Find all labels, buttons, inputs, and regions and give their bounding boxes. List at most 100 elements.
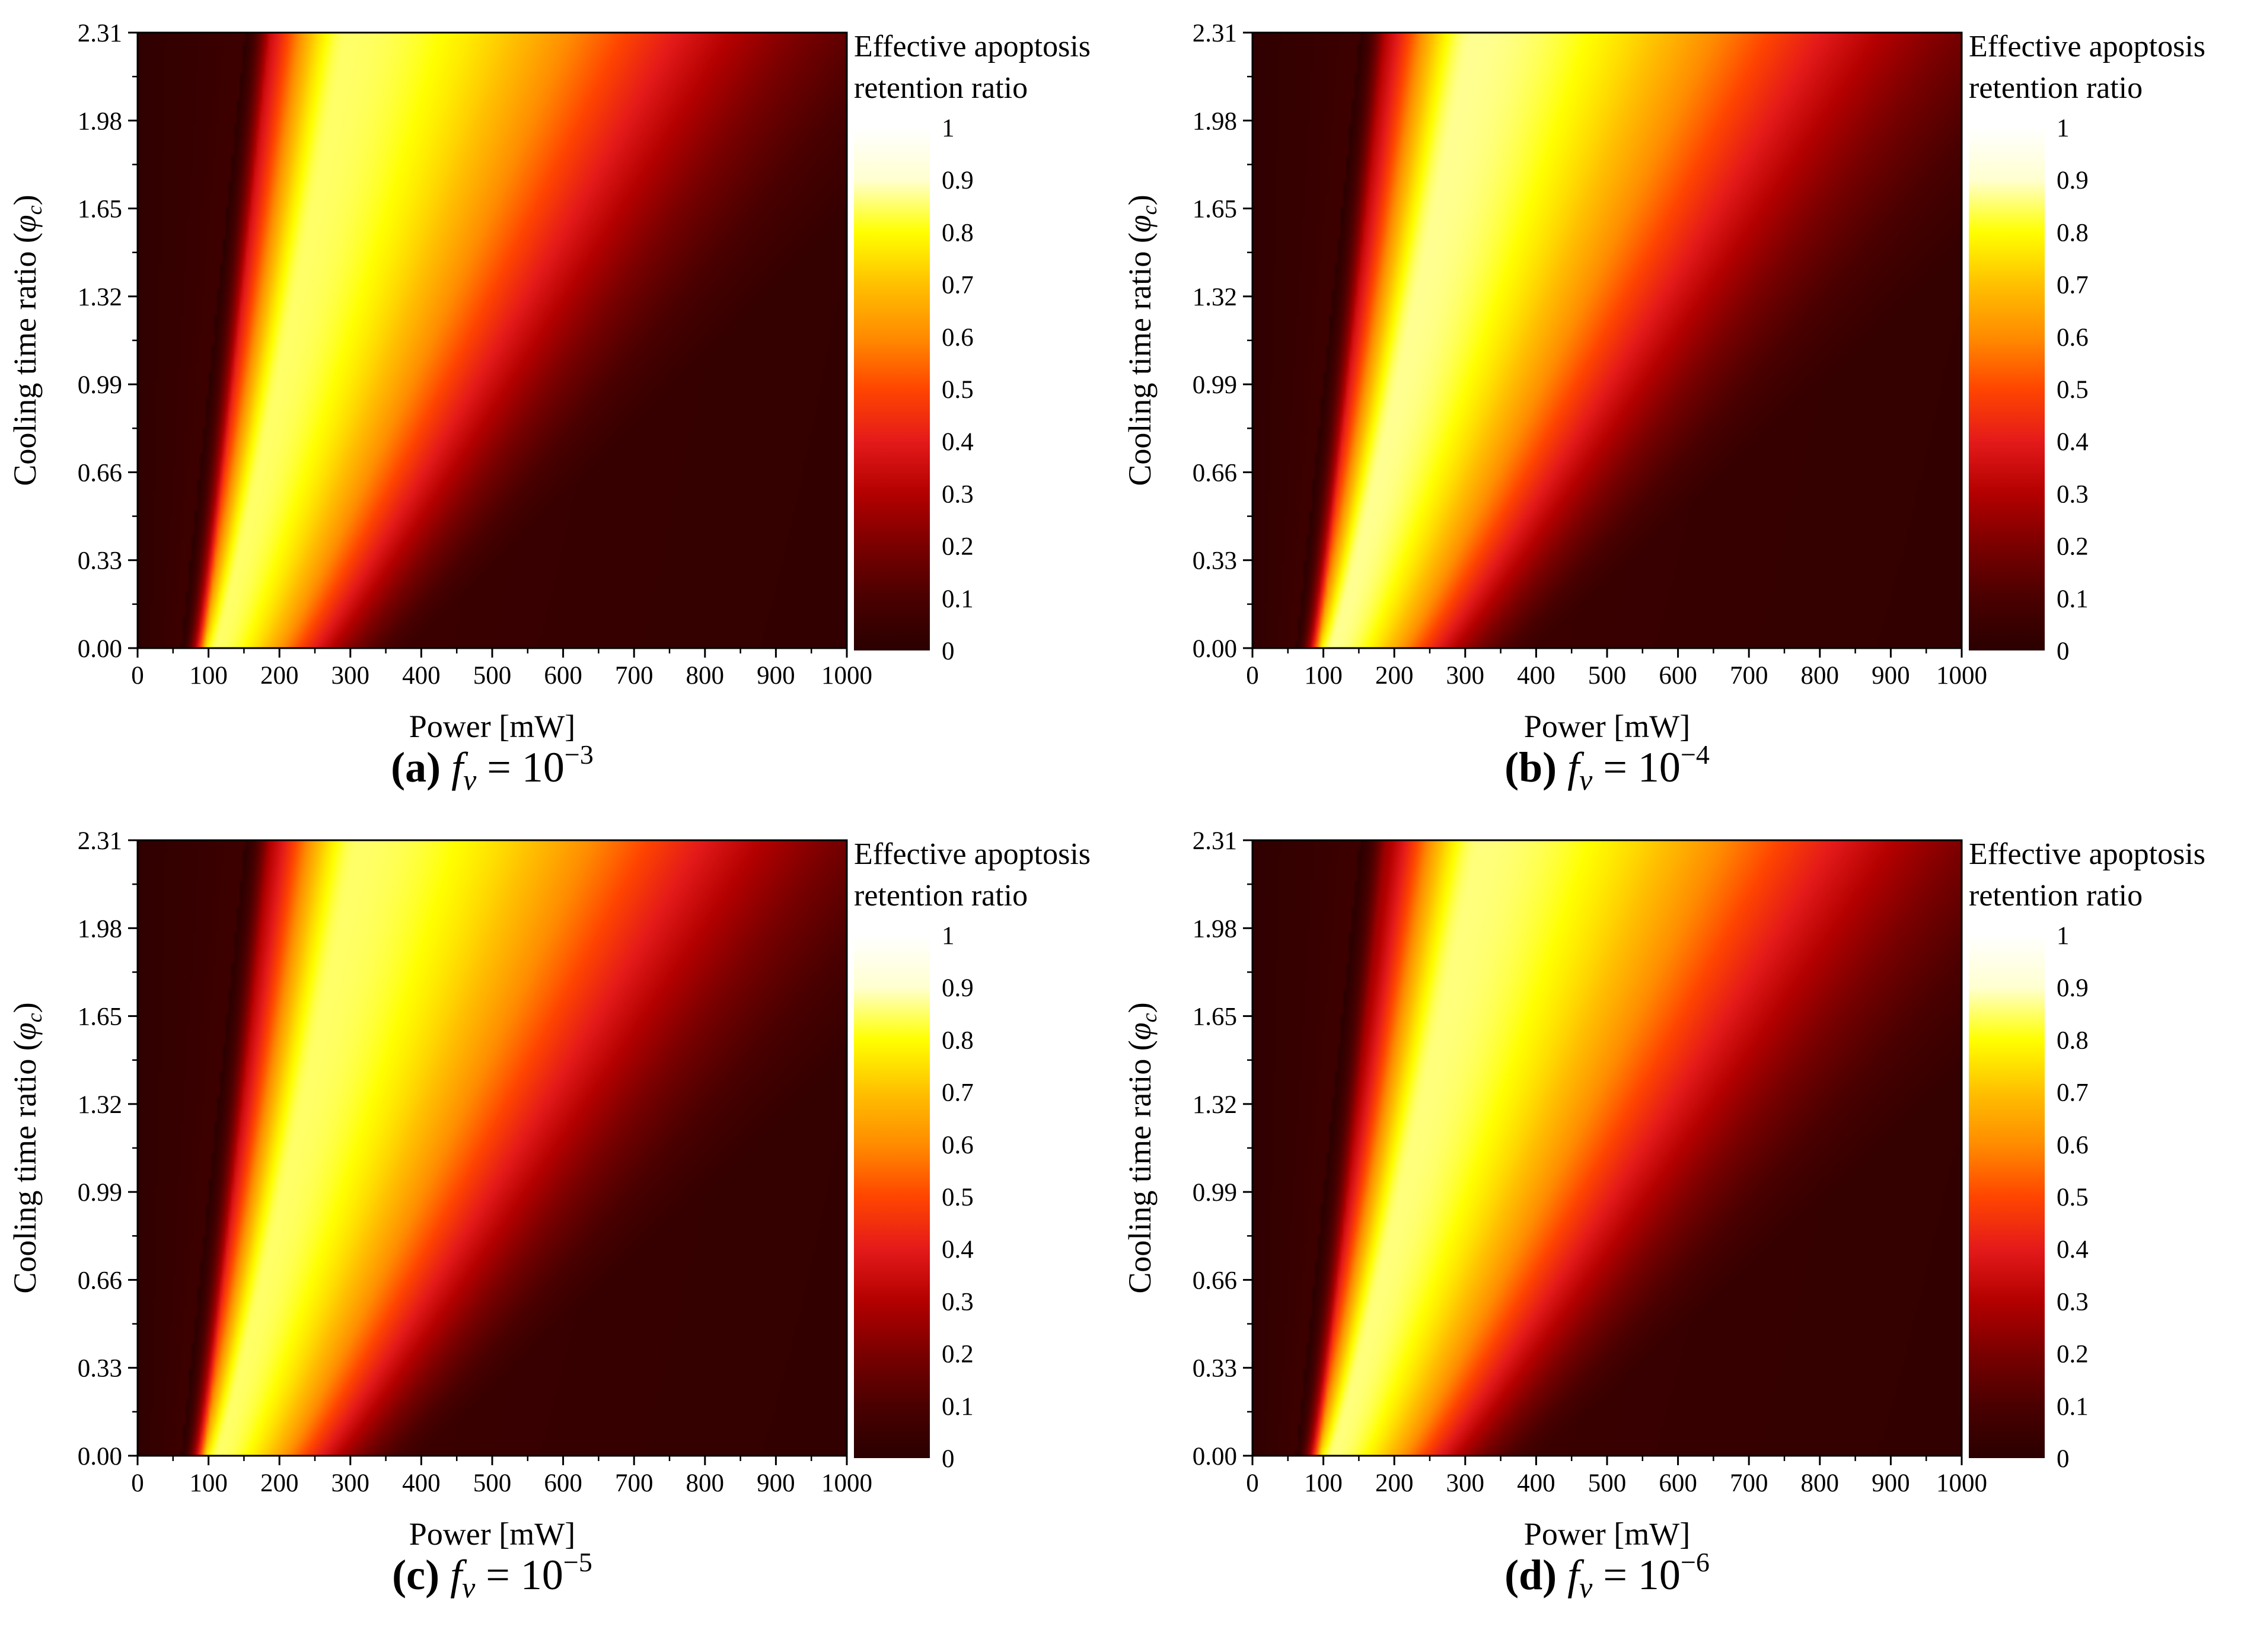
y-tick-label: 0.99	[1193, 371, 1237, 399]
caption-letter: (b)	[1504, 744, 1557, 791]
colorbar	[1969, 935, 2045, 1458]
x-axis-title: Power [mW]	[1524, 709, 1690, 744]
x-tick-label: 300	[331, 1469, 370, 1497]
x-tick-label: 100	[1304, 662, 1343, 690]
colorbar-tick-label: 0.1	[2057, 1393, 2089, 1421]
y-tick-label: 0.00	[1193, 635, 1237, 663]
y-axis-title: Cooling time ratio (φc)	[1122, 1002, 1161, 1293]
y-tick-label: 2.31	[78, 20, 122, 47]
y-tick-label: 0.66	[1193, 1267, 1237, 1294]
y-axis-title-close: )	[7, 194, 43, 205]
y-axis-title-subscript: c	[1137, 1013, 1161, 1022]
colorbar-tick-label: 0.2	[942, 533, 974, 561]
x-tick-label: 300	[1446, 662, 1485, 690]
y-tick-label: 1.65	[78, 196, 122, 224]
panel-caption: (b) fv = 10−4	[1504, 739, 1710, 796]
panel-b: 0 100 200 300 400 500 600 700 800 900 1000 0.00 0.33…	[1122, 20, 2205, 796]
caption-subscript: v	[462, 1571, 476, 1604]
x-tick-label: 1000	[821, 662, 872, 690]
y-tick-label: 0.33	[1193, 1355, 1237, 1383]
colorbar-tick-label: 0	[2057, 637, 2070, 665]
caption-exponent: −4	[1681, 739, 1710, 770]
y-tick-label: 0.66	[78, 459, 122, 487]
colorbar-tick-label: 1	[2057, 922, 2070, 950]
colorbar-tick-label: 0.3	[942, 480, 974, 508]
colorbar-tick-label: 0	[2057, 1445, 2070, 1473]
colorbar	[1969, 127, 2045, 650]
x-tick-label: 500	[473, 1469, 512, 1497]
colorbar-tick-label: 0.7	[942, 1079, 974, 1107]
y-axis-title-close: )	[1122, 1002, 1158, 1013]
y-axis-title: Cooling time ratio (φc)	[7, 1002, 46, 1293]
colorbar-tick-label: 0	[942, 637, 955, 665]
heatmap-surface	[1252, 840, 1962, 1456]
y-tick-label: 0.00	[78, 1443, 122, 1471]
colorbar-tick-label: 0.1	[2057, 585, 2089, 613]
panel-c: 0 100 200 300 400 500 600 700 800 900 1000 0.00 0.33…	[7, 827, 1091, 1604]
colorbar-tick-label: 0.8	[942, 219, 974, 247]
x-tick-label: 0	[1246, 662, 1259, 690]
caption-gap	[1557, 744, 1567, 791]
colorbar	[854, 935, 930, 1458]
colorbar-tick-label: 0.9	[942, 974, 974, 1002]
colorbar-tick-label: 0.6	[2057, 1131, 2089, 1159]
y-axis-title-close: )	[1122, 194, 1158, 205]
caption-exponent: −5	[563, 1547, 592, 1577]
x-tick-label: 100	[189, 662, 228, 690]
x-tick-label: 400	[1517, 1469, 1555, 1497]
y-tick-label: 2.31	[78, 827, 122, 855]
panel-a: 0 100 200 300 400 500 600 700 800 900 1000 0.00 0.33…	[7, 20, 1091, 796]
caption-gap	[439, 1551, 450, 1599]
y-tick-label: 1.98	[1193, 107, 1237, 135]
colorbar-tick-label: 0.5	[2057, 376, 2089, 404]
x-tick-label: 500	[473, 662, 512, 690]
x-tick-label: 500	[1588, 662, 1627, 690]
x-tick-label: 900	[757, 662, 795, 690]
heatmap-surface	[138, 33, 847, 648]
x-tick-label: 0	[131, 662, 144, 690]
colorbar-tick-label: 0.4	[942, 428, 974, 456]
caption-letter: (c)	[392, 1551, 439, 1599]
y-tick-label: 1.98	[78, 107, 122, 135]
x-tick-label: 0	[1246, 1469, 1259, 1497]
colorbar-tick-label: 0.4	[2057, 428, 2089, 456]
x-tick-label: 400	[1517, 662, 1555, 690]
y-axis-title-subscript: c	[23, 205, 46, 215]
x-axis-title: Power [mW]	[1524, 1516, 1690, 1552]
colorbar-title-line1: Effective apoptosis	[854, 30, 1091, 63]
x-axis-title: Power [mW]	[409, 1516, 575, 1552]
x-tick-label: 800	[686, 1469, 725, 1497]
colorbar-title-line1: Effective apoptosis	[1969, 837, 2205, 871]
panel-d: 0 100 200 300 400 500 600 700 800 900 1000 0.00 0.33…	[1122, 827, 2205, 1604]
x-tick-label: 400	[402, 662, 441, 690]
y-tick-label: 1.32	[78, 283, 122, 311]
x-tick-label: 200	[1375, 1469, 1414, 1497]
x-tick-label: 1000	[821, 1469, 872, 1497]
colorbar-tick-label: 0.9	[2057, 974, 2089, 1002]
colorbar-tick-label: 0.6	[942, 324, 974, 352]
colorbar-tick-label: 0.5	[942, 1184, 974, 1211]
y-tick-label: 2.31	[1193, 20, 1237, 47]
x-tick-label: 900	[757, 1469, 795, 1497]
y-tick-label: 1.65	[1193, 1003, 1237, 1031]
colorbar-tick-label: 0.6	[942, 1131, 974, 1159]
colorbar-tick-label: 0.5	[942, 376, 974, 404]
y-axis-title-subscript: c	[23, 1013, 46, 1022]
colorbar-tick-label: 0.7	[2057, 1079, 2089, 1107]
x-tick-label: 800	[686, 662, 725, 690]
colorbar-tick-label: 0.4	[942, 1236, 974, 1264]
x-tick-label: 1000	[1936, 1469, 1987, 1497]
colorbar-tick-label: 0.1	[942, 585, 974, 613]
y-tick-label: 0.66	[78, 1267, 122, 1294]
panel-caption: (a) fv = 10−3	[391, 739, 594, 796]
colorbar-tick-label: 0.1	[942, 1393, 974, 1421]
colorbar-tick-label: 0.7	[2057, 272, 2089, 299]
y-tick-label: 0.33	[78, 547, 122, 575]
x-tick-label: 500	[1588, 1469, 1627, 1497]
y-tick-label: 1.98	[1193, 915, 1237, 943]
y-tick-label: 1.32	[1193, 1091, 1237, 1119]
panel-caption: (c) fv = 10−5	[392, 1547, 592, 1604]
colorbar-tick-label: 0.7	[942, 272, 974, 299]
y-tick-label: 1.32	[78, 1091, 122, 1119]
